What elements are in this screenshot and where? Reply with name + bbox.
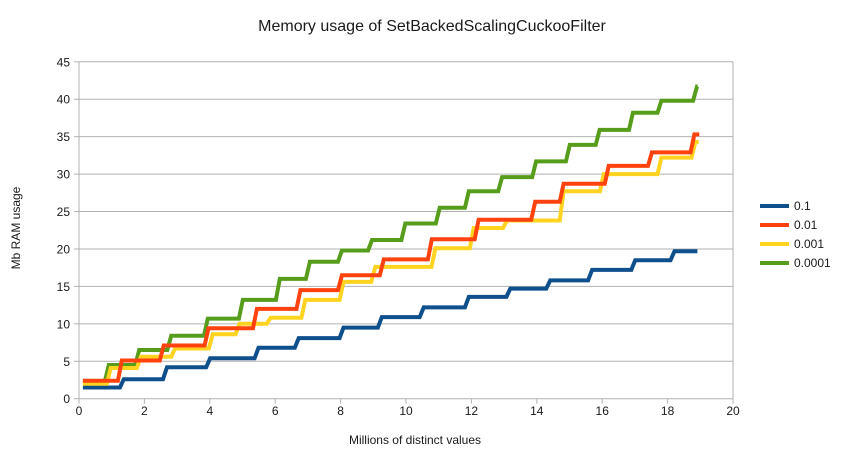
x-tick-label-8: 8 <box>337 404 344 418</box>
y-tick-label-20: 20 <box>57 242 71 256</box>
x-tick-label-2: 2 <box>141 404 148 418</box>
y-tick-label-5: 5 <box>63 355 70 369</box>
legend-item-0.01: 0.01 <box>760 215 831 234</box>
y-tick-label-25: 25 <box>57 205 71 219</box>
chart-title: Memory usage of SetBackedScalingCuckooFi… <box>258 18 606 35</box>
legend-swatch-0.001 <box>760 241 789 246</box>
y-tick-label-40: 40 <box>57 93 71 107</box>
x-tick-label-16: 16 <box>596 404 610 418</box>
x-tick-label-18: 18 <box>661 404 675 418</box>
y-tick-label-45: 45 <box>57 55 71 69</box>
y-tick-label-10: 10 <box>57 317 71 331</box>
legend-item-0.1: 0.1 <box>760 196 831 215</box>
x-tick-label-20: 20 <box>726 404 740 418</box>
y-tick-label-15: 15 <box>57 280 71 294</box>
x-axis-title: Millions of distinct values <box>348 433 482 447</box>
legend-label-0.0001: 0.0001 <box>794 255 831 270</box>
legend: 0.1 0.01 0.001 0.0001 <box>760 196 831 272</box>
series-line-0.0001 <box>82 84 699 384</box>
legend-label-0.1: 0.1 <box>794 198 811 213</box>
legend-swatch-0.1 <box>760 203 789 208</box>
legend-item-0.0001: 0.0001 <box>760 253 831 272</box>
x-tick-label-6: 6 <box>272 404 279 418</box>
x-tick-label-0: 0 <box>76 404 83 418</box>
series-line-0.01 <box>82 132 700 383</box>
y-tick-label-35: 35 <box>57 130 71 144</box>
x-tick-label-12: 12 <box>465 404 479 418</box>
y-tick-label-30: 30 <box>57 168 71 182</box>
legend-swatch-0.01 <box>760 222 789 227</box>
x-tick-label-14: 14 <box>530 404 544 418</box>
x-tick-label-4: 4 <box>206 404 213 418</box>
legend-item-0.001: 0.001 <box>760 234 831 253</box>
x-tick-label-10: 10 <box>399 404 413 418</box>
series-line-0.1 <box>82 249 698 390</box>
legend-swatch-0.0001 <box>760 260 789 265</box>
y-tick-label-0: 0 <box>63 392 70 406</box>
legend-label-0.001: 0.001 <box>794 236 825 251</box>
legend-label-0.01: 0.01 <box>794 217 818 232</box>
